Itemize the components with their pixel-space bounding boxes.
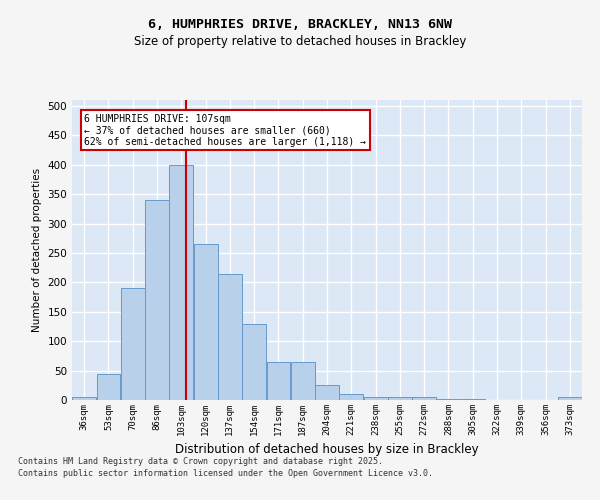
Bar bbox=[315, 386, 339, 400]
Bar bbox=[461, 399, 485, 400]
Bar bbox=[97, 374, 121, 400]
Bar bbox=[364, 397, 388, 400]
Bar bbox=[121, 288, 145, 400]
Text: 6 HUMPHRIES DRIVE: 107sqm
← 37% of detached houses are smaller (660)
62% of semi: 6 HUMPHRIES DRIVE: 107sqm ← 37% of detac… bbox=[84, 114, 366, 146]
Bar bbox=[291, 362, 314, 400]
Bar bbox=[388, 397, 412, 400]
Y-axis label: Number of detached properties: Number of detached properties bbox=[32, 168, 42, 332]
Bar bbox=[145, 200, 169, 400]
Text: 6, HUMPHRIES DRIVE, BRACKLEY, NN13 6NW: 6, HUMPHRIES DRIVE, BRACKLEY, NN13 6NW bbox=[148, 18, 452, 30]
Bar bbox=[412, 397, 436, 400]
Bar bbox=[194, 244, 218, 400]
Bar bbox=[72, 397, 96, 400]
Bar bbox=[242, 324, 266, 400]
Bar bbox=[437, 399, 460, 400]
Bar bbox=[558, 397, 582, 400]
Bar bbox=[340, 394, 363, 400]
X-axis label: Distribution of detached houses by size in Brackley: Distribution of detached houses by size … bbox=[175, 444, 479, 456]
Text: Size of property relative to detached houses in Brackley: Size of property relative to detached ho… bbox=[134, 35, 466, 48]
Bar bbox=[169, 164, 193, 400]
Bar bbox=[266, 362, 290, 400]
Text: Contains HM Land Registry data © Crown copyright and database right 2025.: Contains HM Land Registry data © Crown c… bbox=[18, 458, 383, 466]
Bar bbox=[218, 274, 242, 400]
Text: Contains public sector information licensed under the Open Government Licence v3: Contains public sector information licen… bbox=[18, 469, 433, 478]
